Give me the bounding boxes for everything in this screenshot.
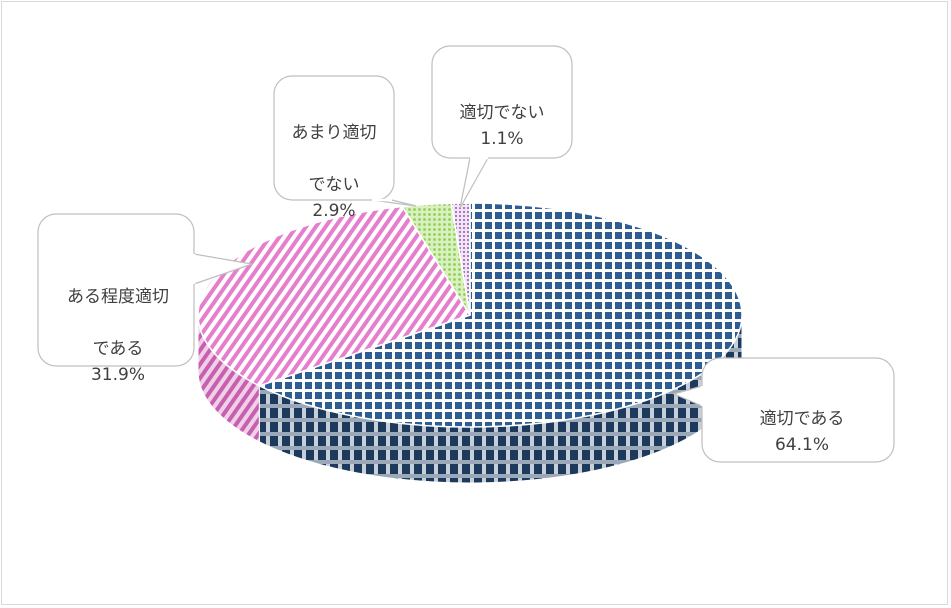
- callout-not-appropriate: [431, 45, 573, 209]
- callout-not-very-appropriate: [273, 75, 417, 207]
- data-label-appropriate: 適切である 64.1%: [759, 409, 845, 455]
- callout-somewhat-appropriate: [37, 213, 253, 367]
- data-label-not-appropriate: 適切でない 1.1%: [459, 103, 545, 149]
- callout-appropriate: [672, 357, 895, 463]
- data-label-not-very-appropriate: あまり適切 でない 2.9%: [291, 123, 377, 221]
- callouts: [37, 45, 895, 463]
- slice-somewhat-appropriate: [197, 205, 472, 387]
- data-label-somewhat-appropriate: ある程度適切 である 31.9%: [67, 287, 169, 385]
